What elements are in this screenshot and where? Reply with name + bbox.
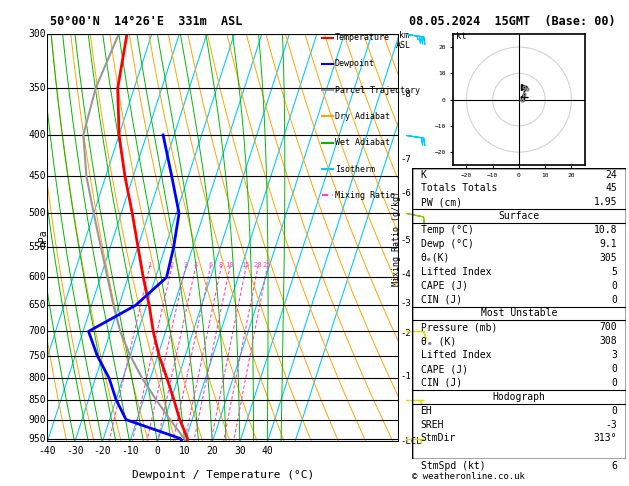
Text: -7: -7 xyxy=(400,155,411,164)
Text: -20: -20 xyxy=(93,447,111,456)
Text: hPa: hPa xyxy=(38,229,48,247)
Text: 0: 0 xyxy=(611,406,617,416)
Text: 900: 900 xyxy=(28,415,46,425)
Text: StmSpd (kt): StmSpd (kt) xyxy=(421,461,485,471)
Text: kt: kt xyxy=(456,32,467,41)
Text: 950: 950 xyxy=(28,434,46,444)
Text: 10: 10 xyxy=(179,447,191,456)
Text: -1: -1 xyxy=(400,372,411,381)
Text: -30: -30 xyxy=(66,447,84,456)
Text: 600: 600 xyxy=(28,272,46,282)
Text: Dewpoint / Temperature (°C): Dewpoint / Temperature (°C) xyxy=(132,470,314,480)
Text: Temp (°C): Temp (°C) xyxy=(421,225,474,235)
Text: 6: 6 xyxy=(611,461,617,471)
Text: -40: -40 xyxy=(38,447,56,456)
Text: 9.1: 9.1 xyxy=(599,239,617,249)
Text: CIN (J): CIN (J) xyxy=(421,378,462,388)
Text: 15: 15 xyxy=(242,262,250,268)
Text: 450: 450 xyxy=(28,172,46,181)
Text: θₑ(K): θₑ(K) xyxy=(421,253,450,263)
Text: CAPE (J): CAPE (J) xyxy=(421,364,467,374)
Text: -3: -3 xyxy=(400,299,411,308)
Text: -4: -4 xyxy=(400,270,411,279)
Text: Lifted Index: Lifted Index xyxy=(421,267,491,277)
Text: 2: 2 xyxy=(169,262,174,268)
Text: 1.95: 1.95 xyxy=(594,197,617,208)
Text: Hodograph: Hodograph xyxy=(493,392,545,402)
Text: 700: 700 xyxy=(599,322,617,332)
Text: -8: -8 xyxy=(400,89,411,99)
Text: Dewpoint: Dewpoint xyxy=(335,59,375,69)
Text: 700: 700 xyxy=(28,327,46,336)
Text: θₑ (K): θₑ (K) xyxy=(421,336,456,346)
Text: 0: 0 xyxy=(611,378,617,388)
Text: Wet Adiabat: Wet Adiabat xyxy=(335,139,390,147)
Text: 3: 3 xyxy=(611,350,617,360)
Text: CAPE (J): CAPE (J) xyxy=(421,281,467,291)
Text: 25: 25 xyxy=(263,262,271,268)
Text: Isotherm: Isotherm xyxy=(335,165,375,174)
Text: Mixing Ratio: Mixing Ratio xyxy=(335,191,395,200)
Text: Pressure (mb): Pressure (mb) xyxy=(421,322,497,332)
Text: 10: 10 xyxy=(225,262,234,268)
Text: km
ASL: km ASL xyxy=(396,31,411,50)
Text: CIN (J): CIN (J) xyxy=(421,295,462,305)
Text: -5: -5 xyxy=(400,236,411,245)
Text: -3: -3 xyxy=(606,419,617,430)
Text: 500: 500 xyxy=(28,208,46,218)
Text: -LCL: -LCL xyxy=(400,437,421,446)
Text: 300: 300 xyxy=(28,29,46,39)
Text: Temperature: Temperature xyxy=(335,33,390,42)
Text: 313°: 313° xyxy=(594,434,617,443)
Text: K: K xyxy=(421,170,426,180)
Text: -2: -2 xyxy=(400,330,411,338)
Text: -10: -10 xyxy=(121,447,138,456)
Text: 8: 8 xyxy=(219,262,223,268)
Text: 305: 305 xyxy=(599,253,617,263)
Text: Lifted Index: Lifted Index xyxy=(421,350,491,360)
Text: 800: 800 xyxy=(28,373,46,383)
Text: 5: 5 xyxy=(611,267,617,277)
Text: 30: 30 xyxy=(234,447,246,456)
Text: © weatheronline.co.uk: © weatheronline.co.uk xyxy=(412,472,525,481)
Text: EH: EH xyxy=(421,406,432,416)
Text: 20: 20 xyxy=(253,262,262,268)
Text: Mixing Ratio (g/kg): Mixing Ratio (g/kg) xyxy=(392,191,401,286)
Text: 6: 6 xyxy=(208,262,212,268)
Text: 1: 1 xyxy=(147,262,152,268)
Text: 0: 0 xyxy=(611,295,617,305)
Text: Surface: Surface xyxy=(498,211,540,221)
Text: 650: 650 xyxy=(28,300,46,311)
Text: 750: 750 xyxy=(28,350,46,361)
Text: 308: 308 xyxy=(599,336,617,346)
Text: SREH: SREH xyxy=(421,419,444,430)
Text: PW (cm): PW (cm) xyxy=(421,197,462,208)
Text: 400: 400 xyxy=(28,130,46,140)
Text: 850: 850 xyxy=(28,395,46,404)
Text: 40: 40 xyxy=(262,447,273,456)
Text: Dewp (°C): Dewp (°C) xyxy=(421,239,474,249)
Text: 0: 0 xyxy=(611,281,617,291)
Text: Dry Adiabat: Dry Adiabat xyxy=(335,112,390,121)
Text: 4: 4 xyxy=(193,262,198,268)
Text: 50°00'N  14°26'E  331m  ASL: 50°00'N 14°26'E 331m ASL xyxy=(50,15,243,28)
Text: 08.05.2024  15GMT  (Base: 00): 08.05.2024 15GMT (Base: 00) xyxy=(409,15,615,28)
Text: 0: 0 xyxy=(611,364,617,374)
Text: 45: 45 xyxy=(606,184,617,193)
Text: 10.8: 10.8 xyxy=(594,225,617,235)
Text: Totals Totals: Totals Totals xyxy=(421,184,497,193)
Text: 3: 3 xyxy=(183,262,187,268)
Text: -6: -6 xyxy=(400,189,411,198)
Text: 20: 20 xyxy=(206,447,218,456)
Text: StmDir: StmDir xyxy=(421,434,456,443)
Text: Parcel Trajectory: Parcel Trajectory xyxy=(335,86,420,95)
Text: Most Unstable: Most Unstable xyxy=(481,309,557,318)
Text: 24: 24 xyxy=(606,170,617,180)
Text: 550: 550 xyxy=(28,242,46,252)
Text: 350: 350 xyxy=(28,83,46,93)
Text: 0: 0 xyxy=(154,447,160,456)
